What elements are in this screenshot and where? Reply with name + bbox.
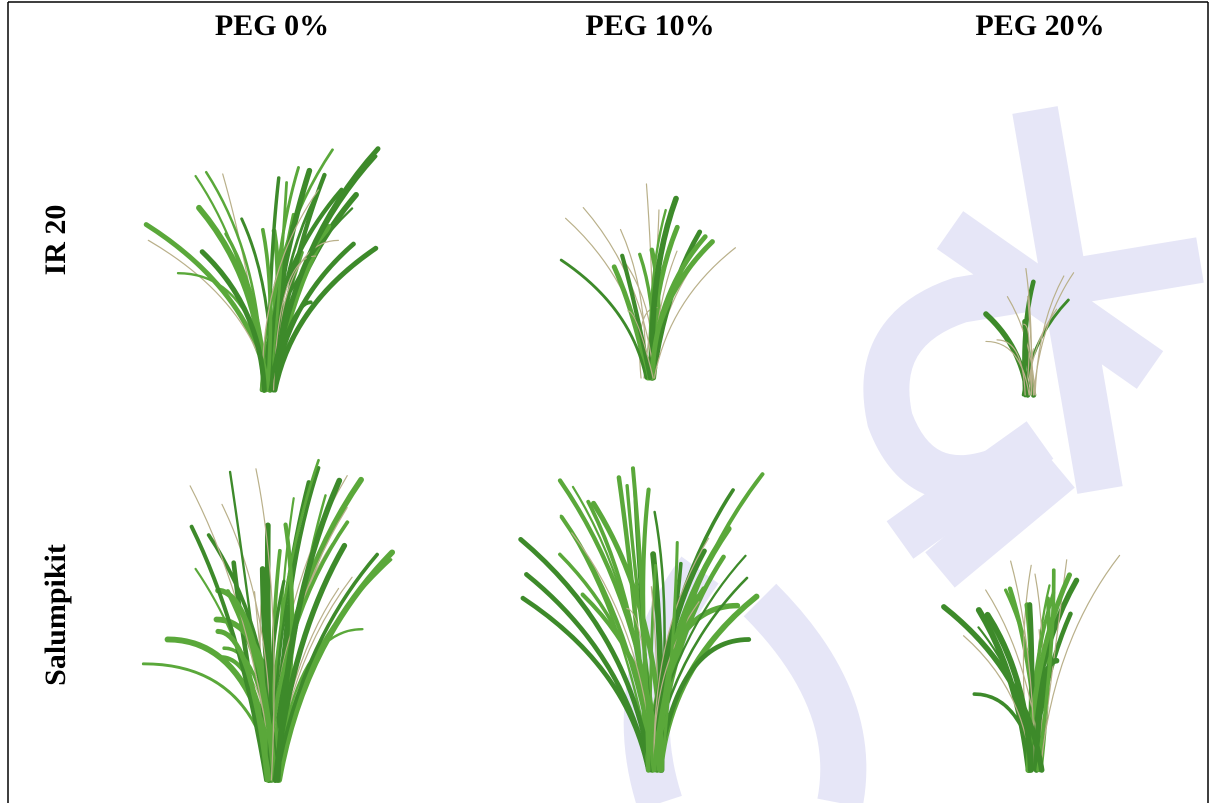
column-header: PEG 20% <box>975 9 1104 42</box>
row-header: IR 20 <box>39 205 72 276</box>
column-header: PEG 0% <box>215 9 329 42</box>
row-header: Salumpikit <box>39 544 72 686</box>
figure: PEG 0% PEG 10% PEG 20% IR 20 Salumpikit <box>0 0 1211 803</box>
column-header: PEG 10% <box>585 9 714 42</box>
